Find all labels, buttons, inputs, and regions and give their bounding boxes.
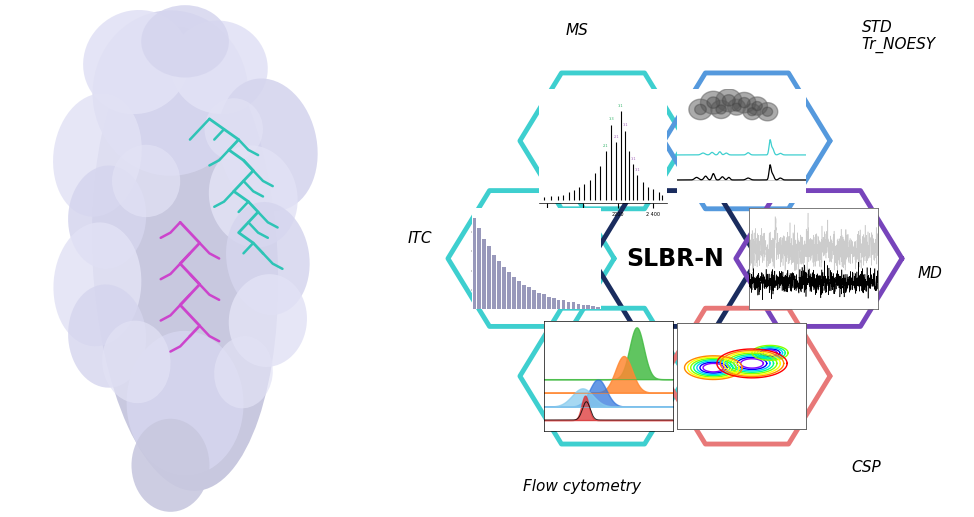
Bar (492, 255, 496, 310)
Polygon shape (689, 99, 712, 119)
Text: 1:3: 1:3 (608, 117, 614, 121)
Polygon shape (747, 108, 757, 116)
Ellipse shape (205, 98, 263, 160)
Text: ITC: ITC (408, 231, 432, 246)
Bar (487, 246, 491, 310)
Polygon shape (664, 308, 830, 444)
Ellipse shape (68, 284, 146, 388)
Ellipse shape (68, 165, 146, 269)
Polygon shape (763, 107, 772, 116)
Text: 1:1: 1:1 (618, 103, 623, 108)
Polygon shape (716, 105, 727, 114)
Ellipse shape (92, 26, 279, 491)
Ellipse shape (170, 21, 268, 114)
Text: STD
Tr_NOESY: STD Tr_NOESY (862, 20, 936, 53)
Bar (482, 239, 486, 310)
Text: 1:1: 1:1 (635, 168, 640, 172)
Ellipse shape (208, 145, 298, 248)
Polygon shape (711, 100, 731, 118)
Polygon shape (707, 97, 720, 108)
Bar (586, 306, 590, 310)
Polygon shape (752, 101, 763, 111)
Polygon shape (728, 99, 745, 115)
Bar (532, 290, 536, 310)
Bar (477, 228, 481, 310)
Polygon shape (694, 104, 706, 115)
Ellipse shape (53, 94, 142, 217)
Bar (542, 294, 545, 310)
Text: Flow cytometry: Flow cytometry (523, 479, 641, 494)
Polygon shape (743, 104, 761, 119)
Bar (596, 307, 600, 310)
Polygon shape (716, 89, 741, 112)
Bar (527, 287, 531, 310)
Polygon shape (664, 73, 830, 209)
Ellipse shape (93, 10, 248, 176)
Text: 2:1: 2:1 (603, 144, 609, 148)
Text: MD: MD (918, 266, 943, 281)
Bar (498, 261, 501, 310)
Ellipse shape (229, 274, 307, 367)
Polygon shape (735, 191, 902, 326)
Bar (507, 272, 511, 310)
Ellipse shape (83, 10, 190, 114)
Ellipse shape (102, 321, 170, 403)
Polygon shape (723, 95, 735, 106)
Bar (572, 302, 576, 310)
Ellipse shape (218, 79, 318, 211)
Bar (591, 306, 595, 310)
Polygon shape (747, 97, 768, 115)
Polygon shape (732, 93, 756, 113)
Bar (567, 301, 571, 310)
Text: SLBR-N: SLBR-N (626, 247, 724, 270)
Ellipse shape (112, 145, 180, 217)
Polygon shape (448, 191, 615, 326)
Ellipse shape (127, 331, 244, 476)
Ellipse shape (226, 202, 310, 315)
Ellipse shape (141, 5, 229, 78)
Text: 1:1: 1:1 (622, 123, 628, 127)
Bar (577, 304, 581, 310)
Polygon shape (738, 98, 750, 108)
Text: 1:1: 1:1 (630, 157, 636, 161)
Polygon shape (592, 191, 758, 326)
Bar (472, 218, 476, 310)
Ellipse shape (54, 222, 141, 346)
Ellipse shape (214, 336, 273, 408)
Polygon shape (732, 103, 741, 111)
Bar (522, 285, 526, 310)
Polygon shape (520, 308, 686, 444)
Bar (512, 277, 516, 310)
Bar (562, 300, 566, 310)
Polygon shape (520, 73, 686, 209)
Ellipse shape (131, 419, 209, 512)
Bar (546, 297, 550, 310)
Bar (517, 281, 521, 310)
Polygon shape (757, 103, 778, 121)
Bar (581, 305, 585, 310)
Polygon shape (700, 92, 727, 114)
Bar (503, 267, 506, 310)
Bar (557, 300, 560, 310)
Bar (552, 298, 555, 310)
Text: MS: MS (565, 23, 588, 38)
Bar (537, 293, 541, 310)
Text: CSP: CSP (851, 460, 880, 475)
Text: 2:1: 2:1 (614, 135, 619, 139)
